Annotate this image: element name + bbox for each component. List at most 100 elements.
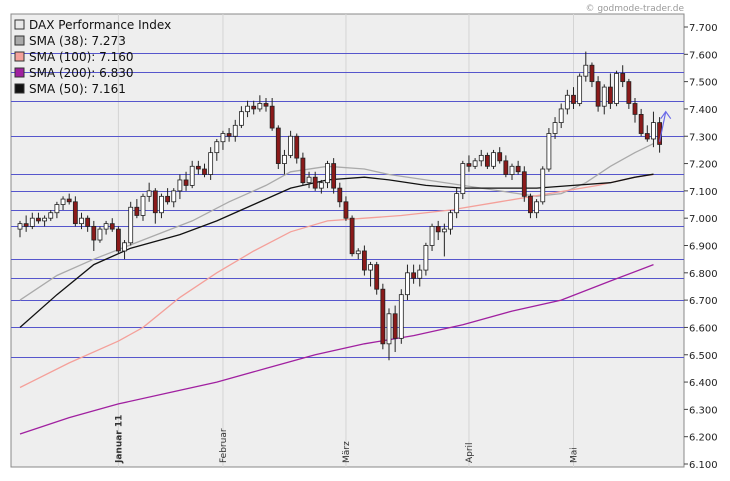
- candle-down: [608, 86, 613, 104]
- candle-up: [220, 133, 226, 143]
- candle-up: [552, 122, 558, 134]
- candle-up: [103, 223, 109, 230]
- candle-down: [638, 114, 644, 134]
- y-tick-label: 6.200: [689, 433, 718, 444]
- y-tick-label: 6.800: [689, 269, 718, 280]
- candle-down: [85, 217, 91, 227]
- candle-up: [417, 269, 423, 279]
- candle-up: [325, 163, 330, 184]
- candle-down: [497, 152, 503, 162]
- candle-down: [36, 217, 41, 222]
- candle-up: [478, 154, 484, 162]
- sma-line-sma200: [19, 263, 654, 435]
- candle-down: [343, 201, 349, 219]
- y-tick-label: 6.900: [689, 242, 718, 253]
- candle-down: [183, 179, 189, 186]
- legend-entry: SMA (50): 7.161: [29, 82, 126, 96]
- y-tick-label: 7.500: [689, 78, 718, 89]
- candle-up: [306, 176, 312, 184]
- candle-down: [644, 133, 650, 140]
- candle-up: [214, 141, 220, 154]
- legend-swatch: [14, 19, 25, 30]
- candle-up: [79, 217, 84, 225]
- candle-up: [423, 245, 429, 271]
- candle-up: [42, 217, 47, 222]
- candle-down: [515, 165, 521, 173]
- candle-down: [91, 225, 97, 241]
- candle-up: [177, 179, 183, 192]
- candle-up: [651, 122, 656, 140]
- y-tick-label: 6.100: [689, 460, 718, 471]
- candle-up: [491, 152, 496, 167]
- projection-arrow-head: [660, 110, 672, 120]
- candle-down: [632, 103, 638, 115]
- candle-up: [257, 103, 263, 110]
- candle-up: [355, 250, 361, 255]
- month-label: Januar 11: [114, 415, 124, 464]
- y-tick-label: 7.100: [689, 187, 718, 198]
- candle-down: [595, 81, 601, 107]
- candle-down: [361, 250, 367, 271]
- legend-swatch: [14, 51, 25, 62]
- candle-up: [48, 212, 54, 219]
- candle-down: [23, 223, 29, 227]
- y-tick-label: 7.200: [689, 160, 718, 171]
- candle-down: [226, 133, 232, 137]
- y-tick-label: 6.600: [689, 323, 718, 334]
- candle-up: [140, 195, 146, 216]
- legend-swatch: [14, 83, 25, 94]
- y-tick-label: 7.300: [689, 132, 718, 143]
- candle-up: [448, 212, 453, 230]
- candle-up: [405, 272, 410, 296]
- candle-up: [238, 111, 244, 126]
- candle-down: [411, 272, 417, 279]
- candle-up: [282, 154, 287, 164]
- candle-up: [398, 294, 404, 339]
- candle-up: [577, 75, 583, 104]
- candle-down: [626, 81, 632, 104]
- candle-up: [460, 163, 466, 195]
- candle-down: [589, 64, 595, 83]
- month-label: April: [465, 442, 475, 463]
- candle-up: [122, 242, 127, 252]
- y-tick-label: 7.700: [689, 23, 718, 34]
- candle-up: [546, 133, 552, 170]
- candle-up: [128, 206, 134, 244]
- candle-down: [349, 217, 355, 255]
- y-tick-label: 7.600: [689, 50, 718, 61]
- month-label: Februar: [219, 428, 229, 463]
- candle-up: [429, 225, 435, 246]
- month-label: März: [342, 441, 352, 463]
- candle-up: [509, 165, 515, 175]
- candle-down: [620, 73, 626, 83]
- candle-up: [601, 86, 607, 107]
- candle-down: [521, 171, 527, 197]
- candle-down: [312, 176, 318, 189]
- candle-down: [202, 168, 207, 175]
- candle-down: [251, 105, 257, 110]
- candle-up: [454, 193, 460, 214]
- candle-up: [386, 313, 392, 345]
- month-label: Mai: [570, 447, 580, 463]
- candle-up: [171, 190, 177, 203]
- candle-up: [232, 124, 238, 137]
- legend-entry: SMA (200): 6.830: [29, 66, 133, 80]
- candle-up: [97, 228, 103, 241]
- candle-down: [300, 157, 306, 184]
- candle-up: [29, 217, 35, 227]
- candle-up: [17, 223, 23, 230]
- candle-down: [294, 135, 300, 159]
- candle-down: [72, 201, 78, 225]
- candle-down: [374, 264, 380, 290]
- candle-down: [195, 165, 201, 170]
- y-tick-label: 6.400: [689, 378, 718, 389]
- candle-down: [269, 105, 275, 129]
- candle-down: [528, 195, 533, 214]
- candle-down: [466, 163, 472, 167]
- sma-line-sma50: [19, 173, 654, 328]
- candle-down: [134, 206, 140, 216]
- projection-arrow-shaft: [659, 111, 667, 142]
- watermark: © godmode-trader.de: [585, 4, 684, 14]
- candle-down: [392, 313, 398, 339]
- sma-line-sma100: [19, 173, 654, 389]
